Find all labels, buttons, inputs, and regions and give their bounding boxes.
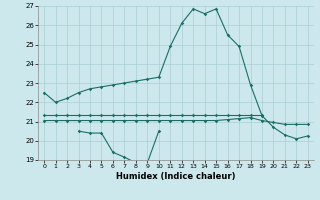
X-axis label: Humidex (Indice chaleur): Humidex (Indice chaleur) bbox=[116, 172, 236, 181]
